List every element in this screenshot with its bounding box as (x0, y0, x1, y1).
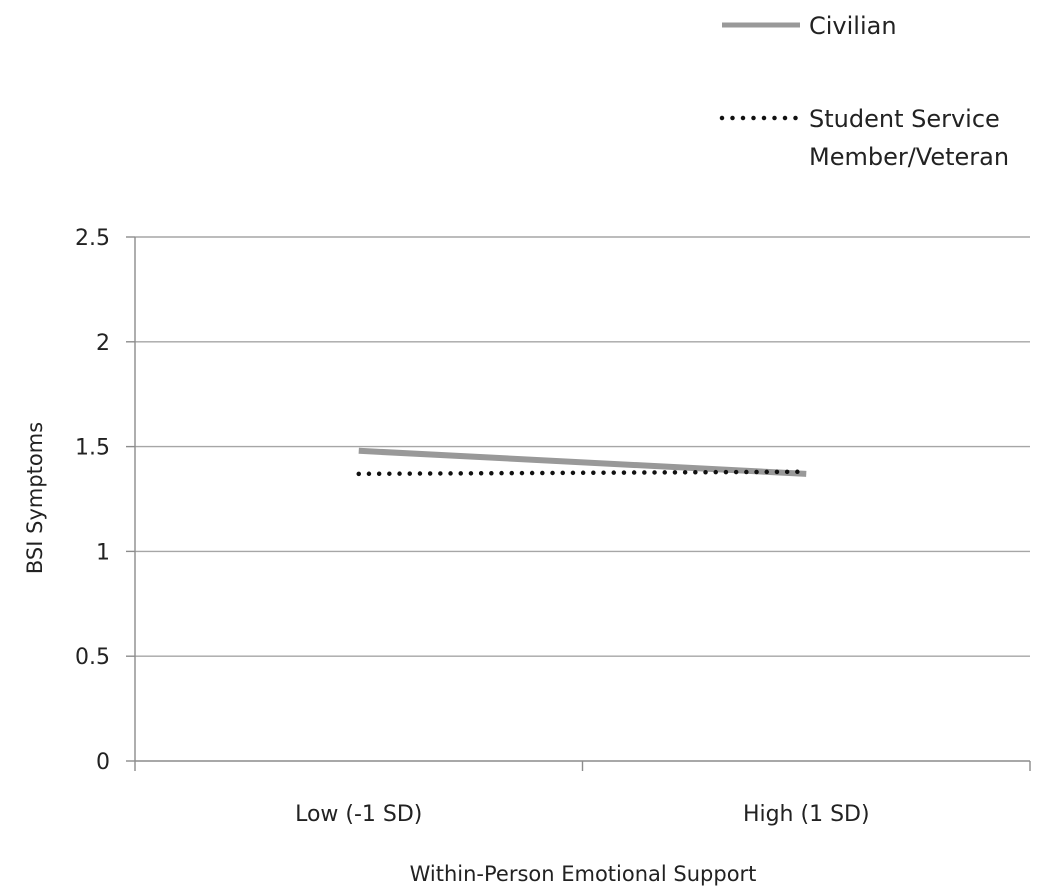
x-tick-label: High (1 SD) (743, 802, 870, 827)
data-series (356, 447, 809, 477)
y-axis-label: BSI Symptoms (23, 422, 47, 574)
y-tick-label: 2 (96, 331, 110, 356)
chart-legend: Civilian Student Service Member/Veteran (719, 12, 1009, 171)
series-line-civilian (358, 447, 807, 477)
y-tick-labels: 0 0.5 1 1.5 2 2.5 (75, 226, 110, 775)
x-axis-label: Within-Person Emotional Support (410, 862, 757, 886)
y-gridlines (135, 236, 1030, 657)
legend-label: Civilian (809, 12, 897, 40)
series-line-veteran (356, 469, 809, 477)
y-tick-label: 0.5 (75, 645, 110, 670)
y-tick-label: 1.5 (75, 436, 110, 461)
legend-label: Member/Veteran (809, 143, 1009, 171)
x-tick-label: Low (-1 SD) (295, 802, 422, 827)
legend-label: Student Service (809, 105, 1000, 133)
x-tick-labels: Low (-1 SD) High (1 SD) (295, 802, 869, 827)
y-tick-label: 0 (96, 750, 110, 775)
chart-axes (126, 236, 1031, 771)
y-tick-label: 2.5 (75, 226, 110, 251)
y-tick-label: 1 (96, 540, 110, 565)
